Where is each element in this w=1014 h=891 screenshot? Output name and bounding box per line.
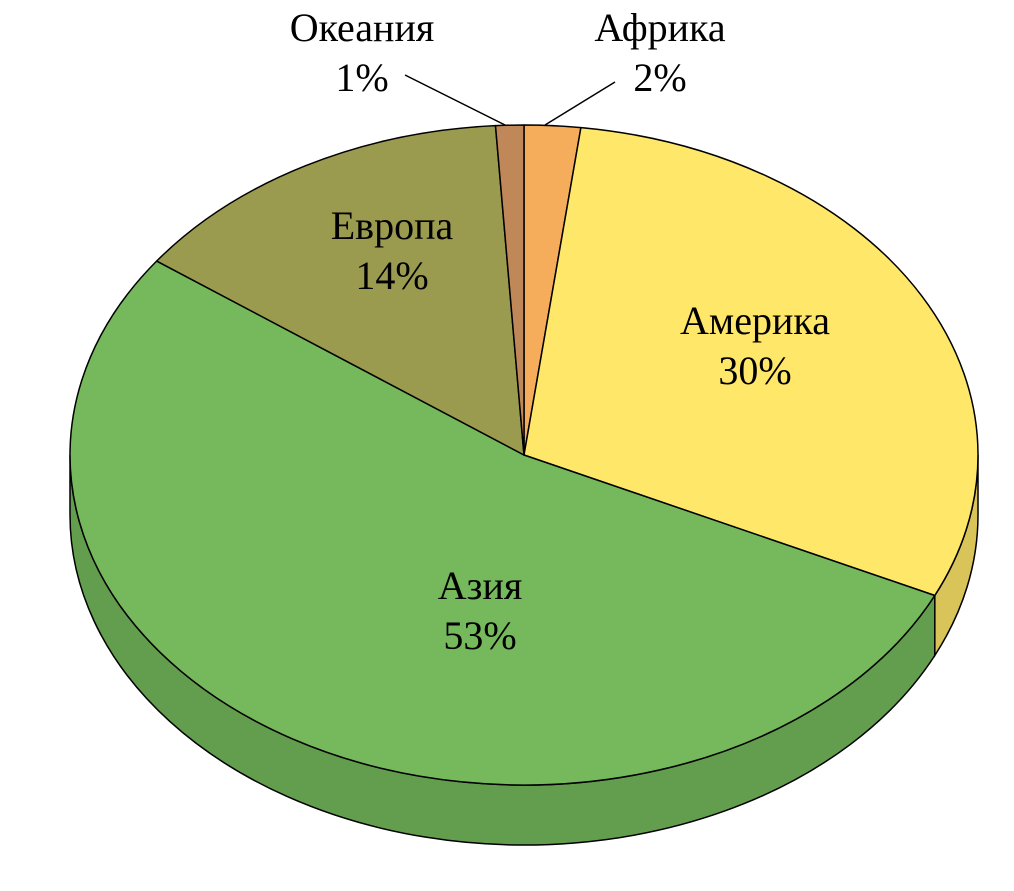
slice-value-label: 1% xyxy=(335,55,388,100)
slice-label: Африка xyxy=(594,5,726,50)
leader-line xyxy=(404,74,506,126)
slice-value-label: 14% xyxy=(355,253,428,298)
slice xyxy=(69,260,936,786)
slice xyxy=(494,124,525,456)
slice-label: Америка xyxy=(680,298,830,343)
slice xyxy=(155,124,525,456)
leader-line xyxy=(544,81,616,126)
slice-value-label: 30% xyxy=(718,348,791,393)
slice xyxy=(523,126,979,597)
slice-label: Океания xyxy=(290,5,435,50)
slice-value-label: 53% xyxy=(443,613,516,658)
slice-value-label: 2% xyxy=(633,55,686,100)
slice-label: Европа xyxy=(331,203,454,248)
slice-label: Азия xyxy=(438,563,523,608)
